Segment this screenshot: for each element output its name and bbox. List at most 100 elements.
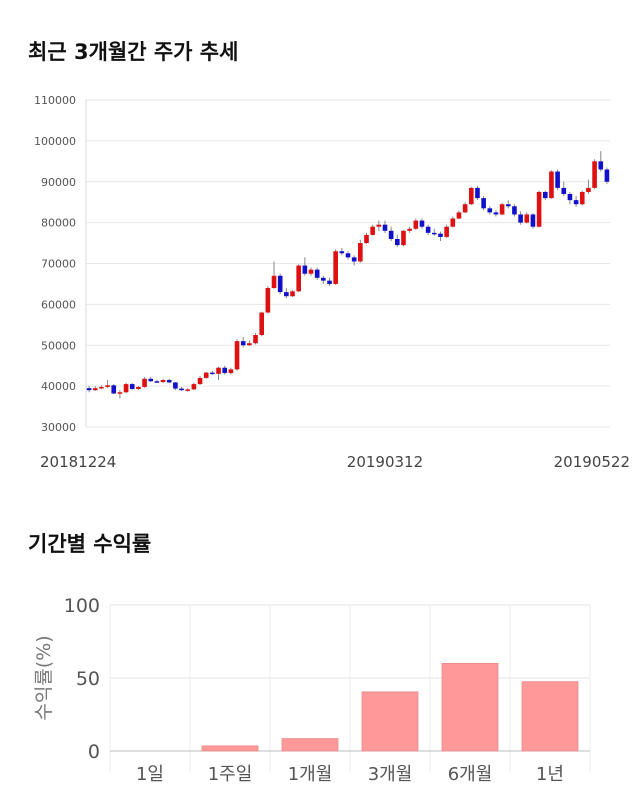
candle (290, 291, 295, 297)
candle (284, 292, 289, 297)
candle (358, 243, 363, 262)
bar (521, 681, 579, 752)
candle (92, 388, 98, 391)
candle (419, 220, 425, 227)
y-tick-label: 100000 (34, 135, 76, 148)
candle (123, 384, 129, 393)
candle (148, 378, 154, 382)
y-tick-label: 50 (76, 668, 100, 690)
candle (197, 377, 203, 385)
candle (586, 187, 591, 192)
candle (173, 382, 178, 389)
candle (247, 343, 252, 346)
candle (253, 335, 258, 344)
y-tick-label: 0 (88, 741, 100, 763)
candle (345, 253, 351, 258)
returns-bar-chart: 0 50 100 1일 1주일 1개월 3개월 6개월 1년 수익률(%) (33, 595, 591, 785)
candle (265, 288, 271, 313)
candle (191, 384, 197, 390)
candle (314, 269, 320, 278)
x-tick-label: 1일 (136, 764, 164, 785)
candle (339, 251, 345, 254)
candle (185, 389, 191, 391)
candle (518, 214, 523, 223)
candle (327, 280, 332, 284)
candle (536, 191, 542, 227)
candle (395, 238, 400, 246)
candle (530, 214, 536, 227)
candle (277, 275, 283, 293)
bar (201, 745, 259, 752)
y-tick-label: 80000 (41, 217, 76, 230)
y-tick-label: 30000 (41, 421, 76, 434)
candlestick-chart: 30000 40000 50000 60000 70000 80000 90000 10000… (34, 94, 630, 471)
bar (441, 663, 499, 752)
candle (160, 379, 166, 383)
y-tick-label: 40000 (41, 380, 76, 393)
y-tick-label: 100 (64, 595, 100, 617)
candle (579, 191, 585, 205)
candle (468, 187, 474, 205)
x-tick-label: 20190312 (347, 453, 423, 471)
candle (86, 388, 92, 391)
candle (234, 341, 240, 370)
candle (401, 230, 406, 246)
candle (99, 386, 104, 389)
x-tick-label: 1년 (536, 764, 564, 785)
candle (475, 187, 480, 199)
x-tick-label: 20181224 (40, 453, 116, 471)
candle (179, 388, 184, 391)
candle (154, 381, 160, 383)
returns-chart-title: 기간별 수익률 (28, 532, 152, 556)
x-tick-label: 20190522 (554, 453, 630, 471)
candle (499, 204, 505, 215)
candle (407, 228, 412, 231)
candle (117, 392, 123, 394)
candle (438, 233, 443, 237)
bar (361, 691, 419, 752)
candle (259, 312, 265, 336)
candle (302, 265, 308, 274)
price-chart-title: 최근 3개월간 주가 추세 (28, 40, 239, 64)
candle (240, 341, 246, 346)
candle (388, 230, 394, 239)
candle (376, 224, 382, 227)
y-tick-label: 110000 (34, 94, 76, 107)
y-tick-label: 70000 (41, 258, 76, 271)
candle (598, 161, 604, 170)
candle (105, 385, 110, 387)
candle (321, 277, 326, 281)
candle (166, 379, 172, 383)
candle (444, 226, 449, 237)
candle (129, 384, 135, 389)
candle (549, 171, 554, 199)
candle (505, 204, 511, 207)
y-axis-label: 수익률(%) (33, 635, 55, 720)
bar (281, 738, 339, 752)
candle (493, 212, 499, 215)
candle (210, 372, 215, 375)
candle (142, 378, 147, 387)
x-tick-label: 3개월 (368, 764, 413, 785)
candle (542, 191, 548, 199)
candle (370, 226, 375, 235)
candle (561, 187, 567, 195)
y-tick-label: 50000 (41, 339, 76, 352)
candle (216, 367, 221, 374)
x-tick-label: 6개월 (448, 764, 493, 785)
candle (487, 208, 493, 213)
x-tick-label: 1주일 (208, 764, 253, 785)
candle (308, 269, 314, 274)
y-tick-label: 60000 (41, 298, 76, 311)
candle (413, 220, 419, 229)
candle (111, 385, 117, 394)
candle (604, 169, 610, 182)
candle (567, 194, 573, 201)
candle (351, 257, 357, 262)
candle (136, 386, 141, 389)
candle (462, 204, 468, 213)
candle (592, 161, 597, 188)
candle (425, 226, 431, 233)
candle (573, 200, 579, 205)
candle (333, 251, 338, 284)
